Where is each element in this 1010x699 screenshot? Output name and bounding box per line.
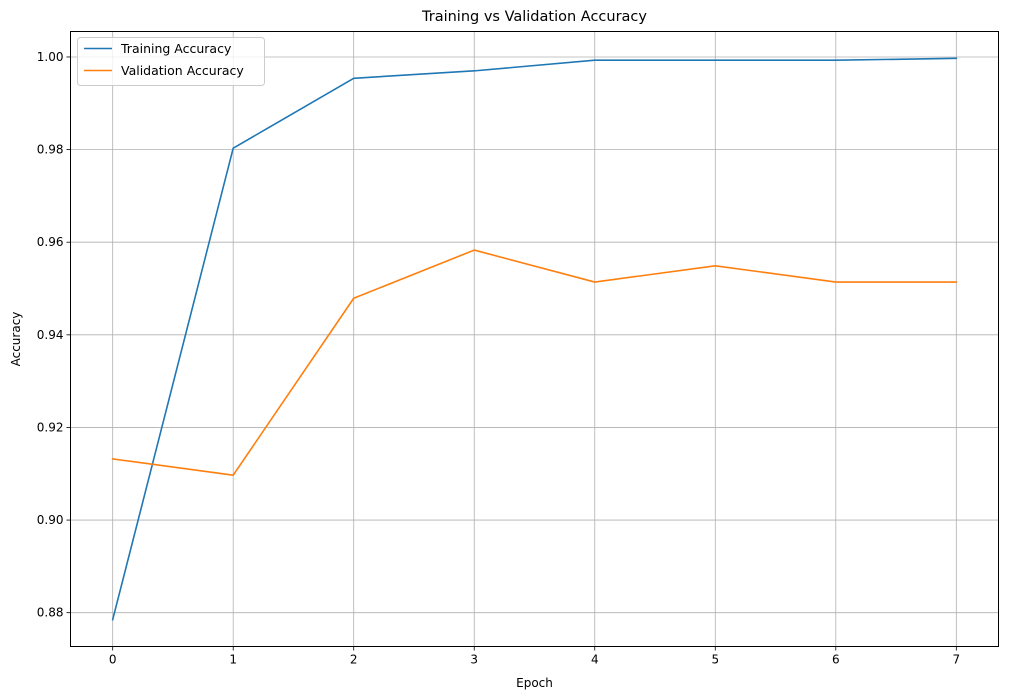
validation-accuracy-line (111, 249, 958, 476)
training-accuracy-line (111, 57, 958, 621)
x-tick-label: 1 (229, 653, 237, 667)
x-axis-label: Epoch (516, 676, 553, 690)
y-tick-label: 0.98 (37, 143, 64, 157)
legend-label-training: Training Accuracy (120, 41, 232, 56)
y-tick-label: 0.90 (37, 513, 64, 527)
x-tick-label: 3 (470, 653, 478, 667)
legend-label-validation: Validation Accuracy (121, 63, 244, 78)
y-tick-label: 0.92 (37, 420, 64, 434)
y-tick-label: 1.00 (37, 50, 64, 64)
axis-ticks: 0 1 2 3 4 5 6 7 0.88 0.90 0.92 0.94 0.96 0.98 1.00 (37, 50, 960, 667)
series-lines (111, 57, 958, 621)
y-tick-label: 0.94 (37, 328, 64, 342)
plot-frame (70, 31, 999, 647)
x-tick-label: 2 (350, 653, 358, 667)
x-tick-label: 5 (711, 653, 719, 667)
chart-title: Training vs Validation Accuracy (421, 9, 647, 25)
x-tick-label: 4 (591, 653, 599, 667)
x-tick-label: 0 (109, 653, 117, 667)
x-tick-label: 6 (832, 653, 840, 667)
x-tick-label: 7 (952, 653, 960, 667)
legend: Training Accuracy Validation Accuracy (77, 37, 265, 86)
y-tick-label: 0.88 (37, 606, 64, 620)
grid-lines (70, 31, 999, 647)
legend-box (77, 37, 265, 86)
y-tick-label: 0.96 (37, 235, 64, 249)
y-axis-label: Accuracy (9, 312, 23, 367)
